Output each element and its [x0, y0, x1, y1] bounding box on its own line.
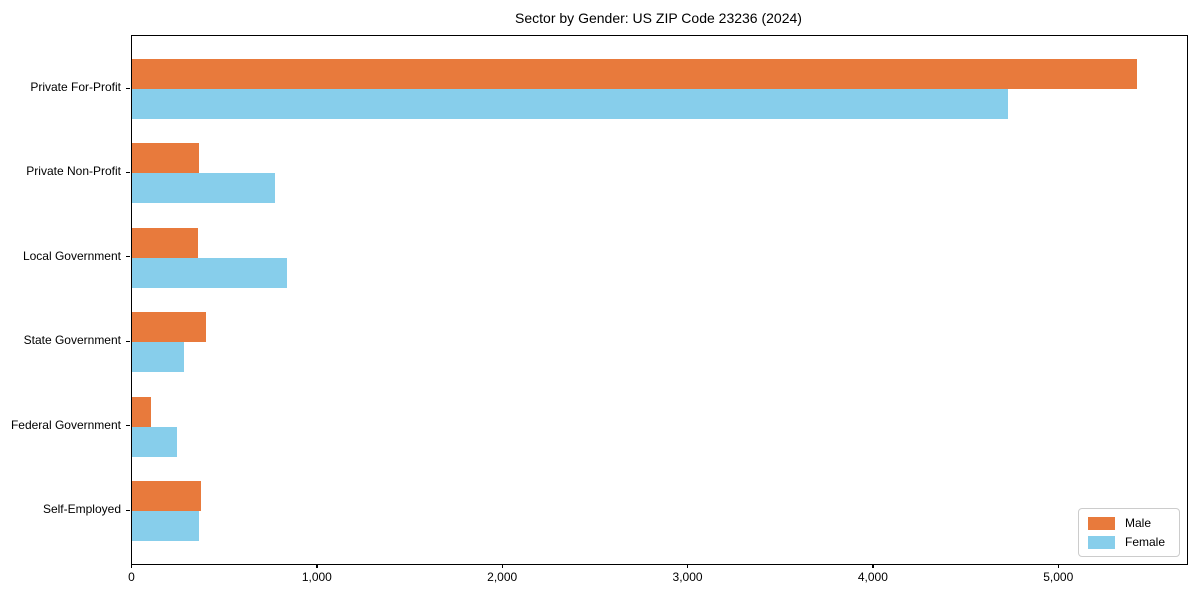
male-color-swatch [1088, 516, 1115, 530]
bar-male-2 [132, 227, 198, 258]
y-axis-label: Federal Government [10, 417, 121, 432]
x-axis-tick [316, 564, 318, 568]
x-axis-tick [872, 564, 874, 568]
bar-male-1 [132, 143, 199, 174]
x-axis-tick-label: 4,000 [857, 570, 888, 584]
y-axis-label: State Government [23, 333, 121, 348]
bar-male-4 [132, 396, 151, 427]
x-axis-tick-label: 5,000 [1043, 570, 1074, 584]
bar-female-2 [132, 257, 287, 288]
y-axis-label: Private Non-Profit [26, 164, 121, 179]
x-axis-tick [131, 564, 133, 568]
bar-female-1 [132, 173, 275, 204]
x-axis-tick [1057, 564, 1059, 568]
chart-title: Sector by Gender: US ZIP Code 23236 (202… [515, 10, 802, 26]
x-axis-tick-label: 2,000 [487, 570, 518, 584]
legend: Male Female [1078, 508, 1180, 557]
bar-male-5 [132, 481, 201, 511]
legend-label-female: Female [1125, 535, 1166, 549]
x-axis-tick-label: 1,000 [301, 570, 332, 584]
x-axis-tick [687, 564, 689, 568]
y-axis-label: Private For-Profit [30, 80, 121, 94]
y-axis-tick [126, 509, 130, 511]
bar-female-4 [132, 426, 178, 457]
y-axis-tick [126, 256, 130, 258]
y-axis-tick [126, 425, 130, 427]
legend-item-male: Male [1088, 516, 1170, 530]
x-axis-tick [501, 564, 503, 568]
bar-male-0 [132, 59, 1137, 89]
plot-area: Male Female [131, 35, 1188, 565]
y-axis-tick [126, 87, 130, 89]
bar-female-0 [132, 89, 1008, 119]
y-axis-tick [126, 171, 130, 174]
y-axis-label: Local Government [22, 248, 121, 263]
bar-female-3 [132, 342, 184, 373]
legend-label-male: Male [1125, 516, 1152, 530]
x-axis-tick-label: 0 [128, 570, 135, 584]
x-axis-tick-label: 3,000 [672, 570, 703, 584]
legend-item-female: Female [1088, 535, 1170, 549]
bar-female-5 [132, 511, 199, 541]
female-color-swatch [1088, 535, 1115, 549]
bar-male-3 [132, 312, 207, 343]
y-axis-label: Self-Employed [42, 502, 121, 516]
y-axis-tick [126, 340, 130, 342]
